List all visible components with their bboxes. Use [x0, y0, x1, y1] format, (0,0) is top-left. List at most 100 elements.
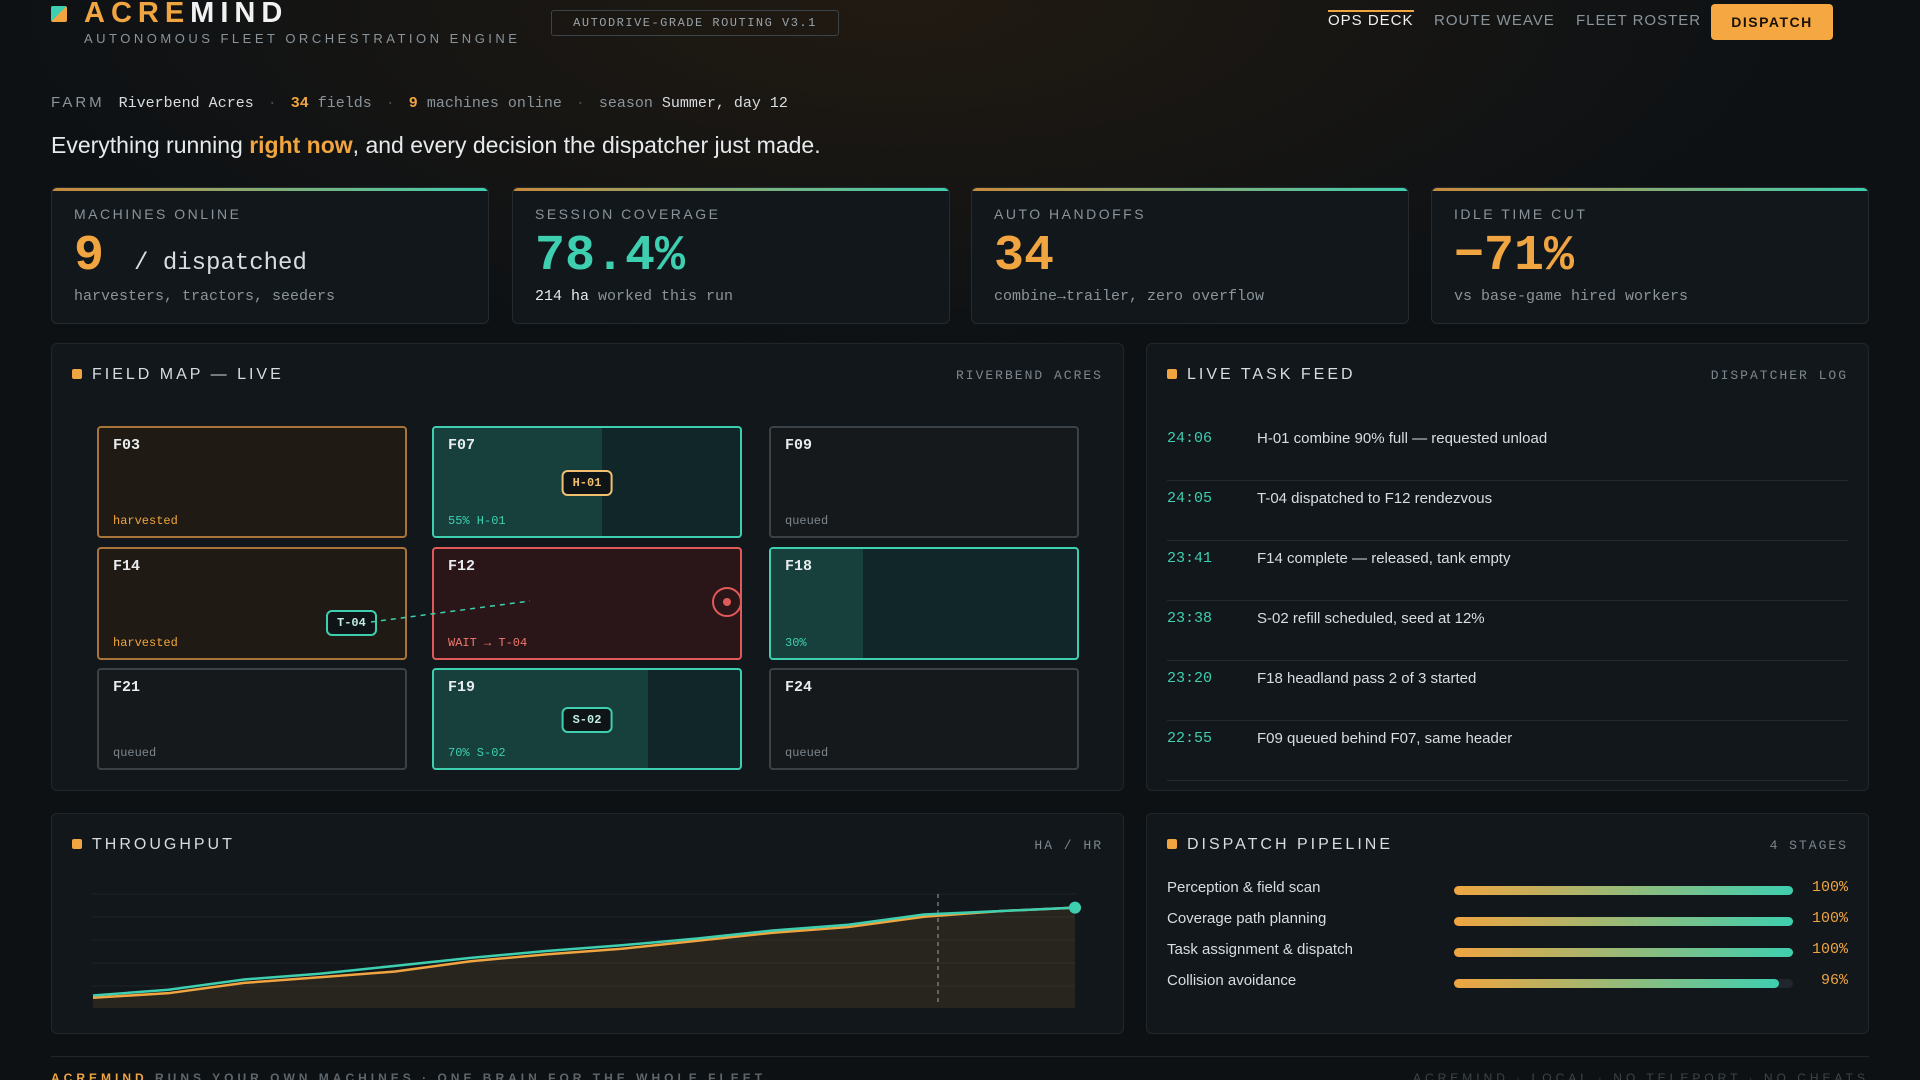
footer-text: RUNS YOUR OWN MACHINES · ONE BRAIN FOR T…: [155, 1071, 767, 1080]
kpi-sub: 214 ha worked this run: [535, 288, 733, 305]
pipeline-row: Collision avoidance 96%: [1167, 972, 1848, 996]
field-tile[interactable]: F07 55% H-01 H-01: [432, 426, 742, 538]
pipeline-row: Perception & field scan 100%: [1167, 879, 1848, 903]
field-map-panel: FIELD MAP — LIVE RIVERBEND ACRES F03 harv…: [51, 343, 1124, 791]
panel-meta: RIVERBEND ACRES: [955, 368, 1103, 383]
field-id: F18: [785, 558, 813, 575]
field-id: F14: [113, 558, 141, 575]
throughput-panel: THROUGHPUT HA / HR: [51, 813, 1124, 1034]
field-tile[interactable]: F19 70% S-02 S-02: [432, 668, 742, 770]
feed-row: 24:05 T-04 dispatched to F12 rendezvous: [1167, 480, 1848, 541]
tagline: AUTONOMOUS FLEET ORCHESTRATION ENGINE: [84, 31, 521, 46]
pipeline-row: Task assignment & dispatch 100%: [1167, 941, 1848, 965]
feed-row: 23:38 S-02 refill scheduled, seed at 12%: [1167, 600, 1848, 661]
kpi-label: MACHINES ONLINE: [74, 206, 242, 222]
stage-label: Coverage path planning: [1167, 910, 1327, 927]
field-status: queued: [113, 746, 157, 760]
kpi-sub-text: worked this run: [598, 288, 734, 305]
field-id: F03: [113, 437, 141, 454]
feed-row: 23:41 F14 complete — released, tank empty: [1167, 540, 1848, 601]
season-label: season: [598, 95, 653, 112]
footer-brand: ACREMIND: [51, 1071, 148, 1080]
kpi-card: AUTO HANDOFFS 34 combine→trailer, zero ove…: [971, 187, 1409, 324]
kpi-number: 9: [74, 228, 105, 285]
nav-tab[interactable]: ROUTE WEAVE: [1434, 12, 1555, 29]
stage-bar: [1454, 979, 1780, 988]
field-tile[interactable]: F03 harvested: [97, 426, 407, 538]
feed-time: 24:06: [1167, 430, 1213, 447]
kpi-label: AUTO HANDOFFS: [994, 206, 1147, 222]
version-badge: AUTODRIVE-GRADE ROUTING V3.1: [551, 10, 839, 36]
feed-time: 24:05: [1167, 490, 1213, 507]
field-tile[interactable]: F09 queued: [769, 426, 1079, 538]
footer-right: ACREMIND · LOCAL · NO TELEPORT · NO CHEA…: [1412, 1071, 1869, 1080]
feed-time: 22:55: [1167, 730, 1213, 747]
kpi-number: 78.4%: [535, 228, 686, 285]
kpi-sub-text: harvesters, tractors, seeders: [74, 288, 336, 305]
feed-time: 22:40: [1167, 790, 1212, 791]
feed-time: 23:41: [1167, 550, 1213, 567]
bar-track: [1454, 979, 1793, 988]
kpi-sub: combine→trailer, zero overflow: [994, 288, 1264, 305]
kpi-label: SESSION COVERAGE: [535, 206, 721, 222]
field-tile[interactable]: F12 WAIT → T-04: [432, 547, 742, 660]
kpi-label: IDLE TIME CUT: [1454, 206, 1588, 222]
kpi-value: 9 / dispatched: [74, 228, 307, 285]
headline-text: Everything running: [51, 132, 250, 158]
feed-row: 23:20 F18 headland pass 2 of 3 started: [1167, 660, 1848, 721]
panel-title: DISPATCH PIPELINE: [1167, 836, 1393, 853]
pipeline-panel: DISPATCH PIPELINE 4 STAGES Perception & …: [1146, 813, 1869, 1034]
kpi-value: 78.4%: [535, 228, 685, 285]
footer-divider: [51, 1056, 1869, 1057]
brand-part: ACRE: [84, 0, 191, 29]
kpi-value: −71%: [1454, 228, 1574, 285]
feed-text: T-04 dispatched to F12 rendezvous: [1257, 490, 1493, 507]
field-id: F21: [113, 679, 141, 696]
stage-label: Collision avoidance: [1167, 972, 1297, 989]
feed-row: 24:06 H-01 combine 90% full — requested u…: [1167, 420, 1848, 481]
feed-text: Collision avoided: T-04 yielded at gate: [1257, 790, 1510, 791]
nav-tab[interactable]: FLEET ROSTER: [1576, 12, 1702, 29]
kpi-sub: harvesters, tractors, seeders: [74, 288, 335, 305]
kpi-card: IDLE TIME CUT −71% vs base-game hired work…: [1431, 187, 1869, 324]
field-id: F24: [785, 679, 813, 696]
field-tile[interactable]: F14 harvested T-04: [97, 547, 407, 660]
feed-text: H-01 combine 90% full — requested unload: [1257, 430, 1548, 447]
stage-bar: [1454, 886, 1793, 895]
feed-text: F14 complete — released, tank empty: [1257, 550, 1511, 567]
farm-line: FARM Riverbend Acres · 34 fields · 9 machines…: [51, 94, 788, 112]
stage-bar: [1454, 948, 1793, 957]
feed-row: 22:40 Collision avoided: T-04 yielded at …: [1167, 780, 1848, 791]
farm-machines-unit: machines online: [426, 95, 562, 112]
kpi-number: −71%: [1454, 228, 1575, 285]
field-status: 55% H-01: [448, 514, 506, 528]
farm-label: FARM: [51, 94, 105, 111]
nav-tab[interactable]: OPS DECK: [1328, 10, 1414, 29]
kpi-unit: / dispatched: [134, 250, 307, 277]
field-tile[interactable]: F21 queued: [97, 668, 407, 770]
kpi-number: 34: [994, 228, 1055, 285]
feed-time: 23:20: [1167, 670, 1213, 687]
field-status: 30%: [785, 636, 807, 650]
panel-title: FIELD MAP — LIVE: [72, 366, 284, 383]
field-status: queued: [785, 746, 829, 760]
field-id: F19: [448, 679, 476, 696]
field-tile[interactable]: F18 30%: [769, 547, 1079, 660]
pipeline-row: Coverage path planning 100%: [1167, 910, 1848, 934]
footer-left: ACREMIND RUNS YOUR OWN MACHINES · ONE BR…: [51, 1071, 766, 1080]
feed-text: F18 headland pass 2 of 3 started: [1257, 670, 1477, 687]
progress-fill: [434, 670, 649, 768]
kpi-sub-strong: 214 ha: [535, 288, 590, 305]
logo-mark: [51, 6, 67, 22]
farm-machines: 9: [408, 95, 418, 112]
dispatch-button[interactable]: DISPATCH: [1711, 4, 1833, 40]
field-status: 70% S-02: [448, 746, 506, 760]
field-status: harvested: [113, 514, 178, 528]
brand-part: MIND: [190, 0, 289, 29]
field-tile[interactable]: F24 queued: [769, 668, 1079, 770]
field-status: WAIT → T-04: [448, 636, 528, 650]
headline-highlight: right now: [249, 132, 353, 158]
brand: ACREMIND: [84, 0, 288, 30]
stage-value: 100%: [1811, 910, 1848, 927]
